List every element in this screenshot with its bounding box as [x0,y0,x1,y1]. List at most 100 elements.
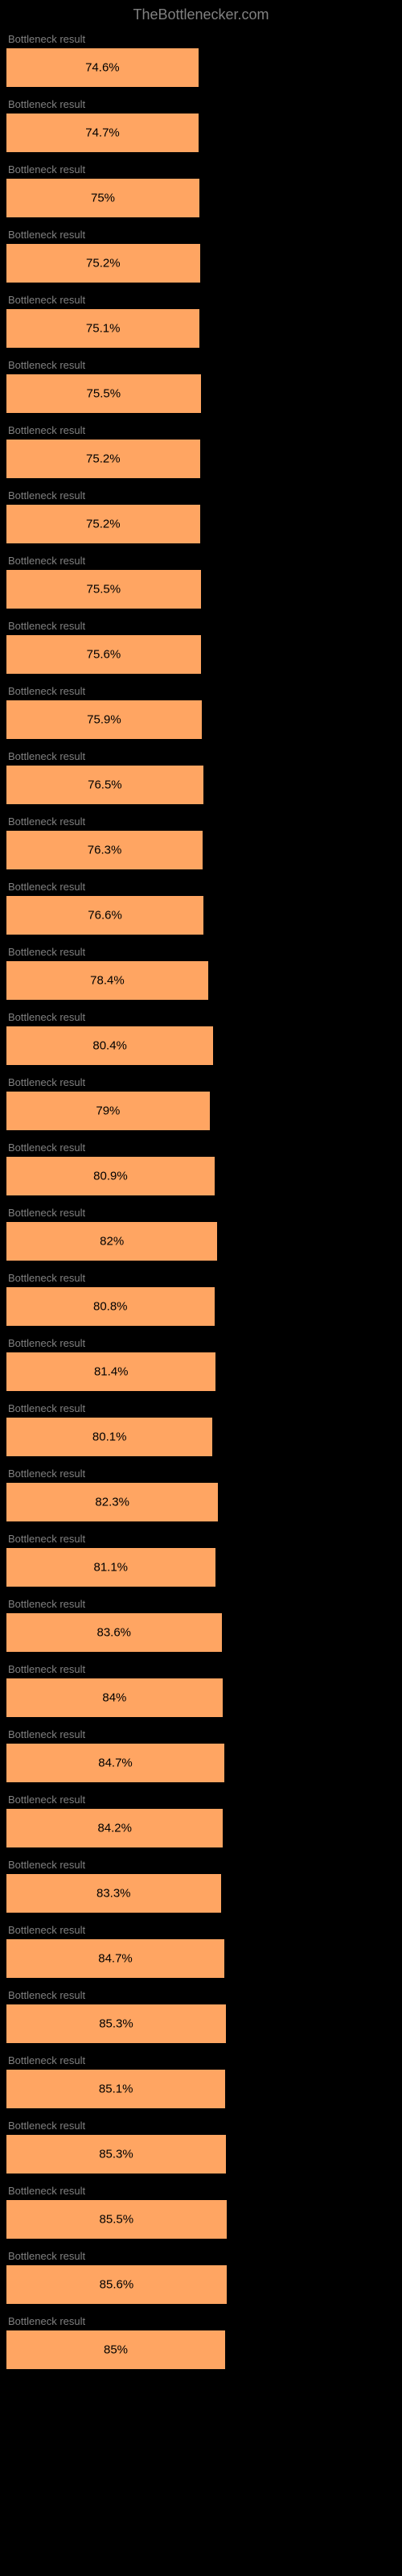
bar-value: 76.3% [88,844,122,857]
row-label: Bottleneck result [6,1663,396,1675]
row-label: Bottleneck result [6,1272,396,1284]
chart-row: Bottleneck result74.6% [6,33,396,87]
chart-row: Bottleneck result 85.5% [6,2185,396,2239]
bar-value: 75.9% [87,713,121,727]
bar-value: 75% [91,192,115,205]
bar-value: 75.2% [86,257,121,270]
bar-track: 85.6% [6,2265,264,2304]
chart-row: Bottleneck result 85.3% [6,1989,396,2043]
bar-track: 84.7% [6,1744,264,1782]
bar-value: 82% [100,1235,124,1249]
bar-fill: 75.2% [6,440,200,478]
bar-value: 74.6% [85,61,120,75]
bar-track: 84.7% [6,1939,264,1978]
bar-fill: 85% [6,2330,225,2369]
row-label: Bottleneck result [6,489,396,502]
bar-track: 85.5% [6,2200,264,2239]
row-label: Bottleneck result [6,750,396,762]
bar-value: 83.6% [96,1626,131,1640]
bar-fill: 75.9% [6,700,202,739]
bar-value: 80.9% [93,1170,128,1183]
bar-value: 85.3% [99,2017,133,2031]
chart-row: Bottleneck result 80.8% [6,1272,396,1326]
chart-row: Bottleneck result 81.1% [6,1533,396,1587]
chart-row: Bottleneck result 84% [6,1663,396,1717]
chart-row: Bottleneck result84.7% [6,1924,396,1978]
chart-row: Bottleneck result78.4% [6,946,396,1000]
bar-fill: 74.6% [6,48,199,87]
row-label: Bottleneck result [6,2315,396,2327]
bar-track: 78.4% [6,961,264,1000]
bar-value: 82.3% [95,1496,129,1509]
bar-value: 75.2% [86,452,121,466]
row-label: Bottleneck result [6,2185,396,2197]
row-label: Bottleneck result [6,1141,396,1154]
chart-row: Bottleneck result74.7% [6,98,396,152]
row-label: Bottleneck result [6,1468,396,1480]
row-label: Bottleneck result [6,815,396,828]
bar-value: 75.2% [86,518,121,531]
chart-row: Bottleneck result76.6% [6,881,396,935]
bar-fill: 76.6% [6,896,203,935]
bar-track: 79% [6,1092,264,1130]
bar-value: 78.4% [90,974,125,988]
row-label: Bottleneck result [6,1989,396,2001]
bar-track: 75.2% [6,244,264,283]
bar-track: 81.4% [6,1352,264,1391]
row-label: Bottleneck result [6,163,396,175]
bar-track: 75% [6,179,264,217]
bar-value: 75.5% [87,387,121,401]
bar-track: 75.5% [6,374,264,413]
bar-track: 75.5% [6,570,264,609]
bar-fill: 80.4% [6,1026,213,1065]
bar-value: 84% [102,1691,126,1705]
bar-fill: 83.3% [6,1874,221,1913]
row-label: Bottleneck result [6,229,396,241]
row-label: Bottleneck result [6,424,396,436]
bar-value: 76.5% [88,778,122,792]
page-header: TheBottlenecker.com [0,6,402,33]
bar-value: 85% [104,2343,128,2357]
chart-row: Bottleneck result 75.5% [6,359,396,413]
bar-fill: 80.1% [6,1418,212,1456]
bar-fill: 75.6% [6,635,201,674]
bar-value: 84.7% [98,1952,133,1966]
chart-row: Bottleneck result 76.5% [6,750,396,804]
row-label: Bottleneck result [6,1402,396,1414]
bar-track: 84% [6,1678,264,1717]
bottleneck-chart: Bottleneck result74.6%Bottleneck result7… [0,33,402,2369]
row-label: Bottleneck result [6,1533,396,1545]
row-label: Bottleneck result [6,1337,396,1349]
bar-value: 80.8% [93,1300,128,1314]
chart-row: Bottleneck result 80.9% [6,1141,396,1195]
chart-row: Bottleneck result84.2% [6,1794,396,1847]
bar-value: 75.6% [87,648,121,662]
row-label: Bottleneck result [6,2054,396,2066]
row-label: Bottleneck result [6,1076,396,1088]
row-label: Bottleneck result [6,2120,396,2132]
chart-row: Bottleneck result 75.2% [6,229,396,283]
page-title: TheBottlenecker.com [133,6,269,23]
bar-value: 85.6% [100,2278,134,2292]
bar-value: 81.4% [94,1365,129,1379]
chart-row: Bottleneck result85.3% [6,2120,396,2174]
bar-track: 85.1% [6,2070,264,2108]
chart-row: Bottleneck result 75% [6,163,396,217]
bar-track: 83.3% [6,1874,264,1913]
bar-fill: 85.3% [6,2004,226,2043]
bar-track: 76.5% [6,766,264,804]
bar-fill: 75.5% [6,570,201,609]
chart-row: Bottleneck result 76.3% [6,815,396,869]
bar-track: 82% [6,1222,264,1261]
bar-track: 74.6% [6,48,264,87]
bar-fill: 81.1% [6,1548,215,1587]
bar-fill: 80.8% [6,1287,215,1326]
row-label: Bottleneck result [6,359,396,371]
bar-fill: 82% [6,1222,217,1261]
chart-row: Bottleneck result 75.2% [6,424,396,478]
bar-fill: 78.4% [6,961,208,1000]
chart-row: Bottleneck result 75.2% [6,489,396,543]
bar-fill: 85.6% [6,2265,227,2304]
bar-track: 75.6% [6,635,264,674]
bar-track: 85% [6,2330,264,2369]
